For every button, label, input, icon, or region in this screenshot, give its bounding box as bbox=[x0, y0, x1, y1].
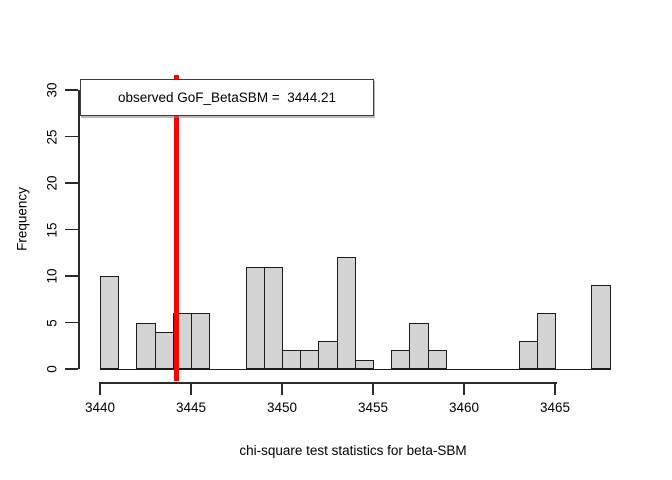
y-tick bbox=[65, 368, 78, 370]
y-axis-line bbox=[78, 90, 80, 369]
y-tick-label: 25 bbox=[44, 128, 60, 145]
x-tick-label: 3440 bbox=[84, 400, 116, 415]
x-tick-label: 3465 bbox=[539, 400, 571, 415]
x-tick-label: 3460 bbox=[448, 400, 480, 415]
x-tick bbox=[190, 382, 192, 395]
x-tick bbox=[281, 382, 283, 395]
x-axis-title: chi-square test statistics for beta-SBM bbox=[239, 443, 467, 458]
histogram-bar bbox=[427, 350, 447, 369]
x-tick bbox=[372, 382, 374, 395]
histogram-bar bbox=[136, 322, 156, 369]
y-tick-label: 10 bbox=[44, 268, 60, 284]
x-tick-label: 3455 bbox=[357, 400, 389, 415]
y-axis-title: Frequency bbox=[14, 187, 30, 251]
observed-value-line bbox=[174, 75, 180, 381]
histogram-bar bbox=[154, 331, 174, 369]
legend-box: observed GoF_BetaSBM = 3444.21 bbox=[80, 79, 374, 116]
histogram-bar bbox=[354, 359, 374, 369]
histogram-bar bbox=[282, 350, 302, 369]
histogram-bar bbox=[318, 341, 338, 369]
legend-label: observed GoF_BetaSBM = 3444.21 bbox=[117, 90, 336, 105]
x-tick bbox=[463, 382, 465, 395]
histogram-bar bbox=[300, 350, 320, 369]
x-axis-line bbox=[100, 382, 557, 384]
y-tick bbox=[65, 321, 78, 324]
histogram-bar bbox=[191, 313, 211, 369]
y-tick-label: 5 bbox=[44, 318, 60, 327]
histogram-bar bbox=[591, 285, 611, 369]
histogram-bar bbox=[263, 266, 283, 369]
y-tick bbox=[65, 228, 78, 231]
histogram-bar bbox=[245, 266, 265, 369]
x-tick bbox=[554, 382, 556, 395]
histogram-bar bbox=[518, 341, 538, 369]
y-tick bbox=[65, 135, 78, 138]
x-tick bbox=[99, 382, 101, 395]
y-tick-label: 0 bbox=[44, 365, 60, 373]
histogram-bar bbox=[336, 257, 356, 369]
y-tick-label: 20 bbox=[44, 175, 60, 191]
histogram-bar bbox=[536, 313, 556, 369]
x-tick-label: 3450 bbox=[266, 400, 298, 415]
x-tick-label: 3445 bbox=[175, 400, 207, 415]
y-tick bbox=[65, 182, 78, 184]
histogram-bar bbox=[100, 276, 120, 369]
y-tick bbox=[65, 89, 78, 91]
y-tick-label: 30 bbox=[44, 82, 60, 98]
y-tick bbox=[65, 275, 78, 277]
histogram-bar bbox=[409, 322, 429, 369]
histogram-bar bbox=[391, 350, 411, 369]
y-tick-label: 15 bbox=[44, 221, 60, 238]
histogram-baseline bbox=[100, 369, 611, 370]
